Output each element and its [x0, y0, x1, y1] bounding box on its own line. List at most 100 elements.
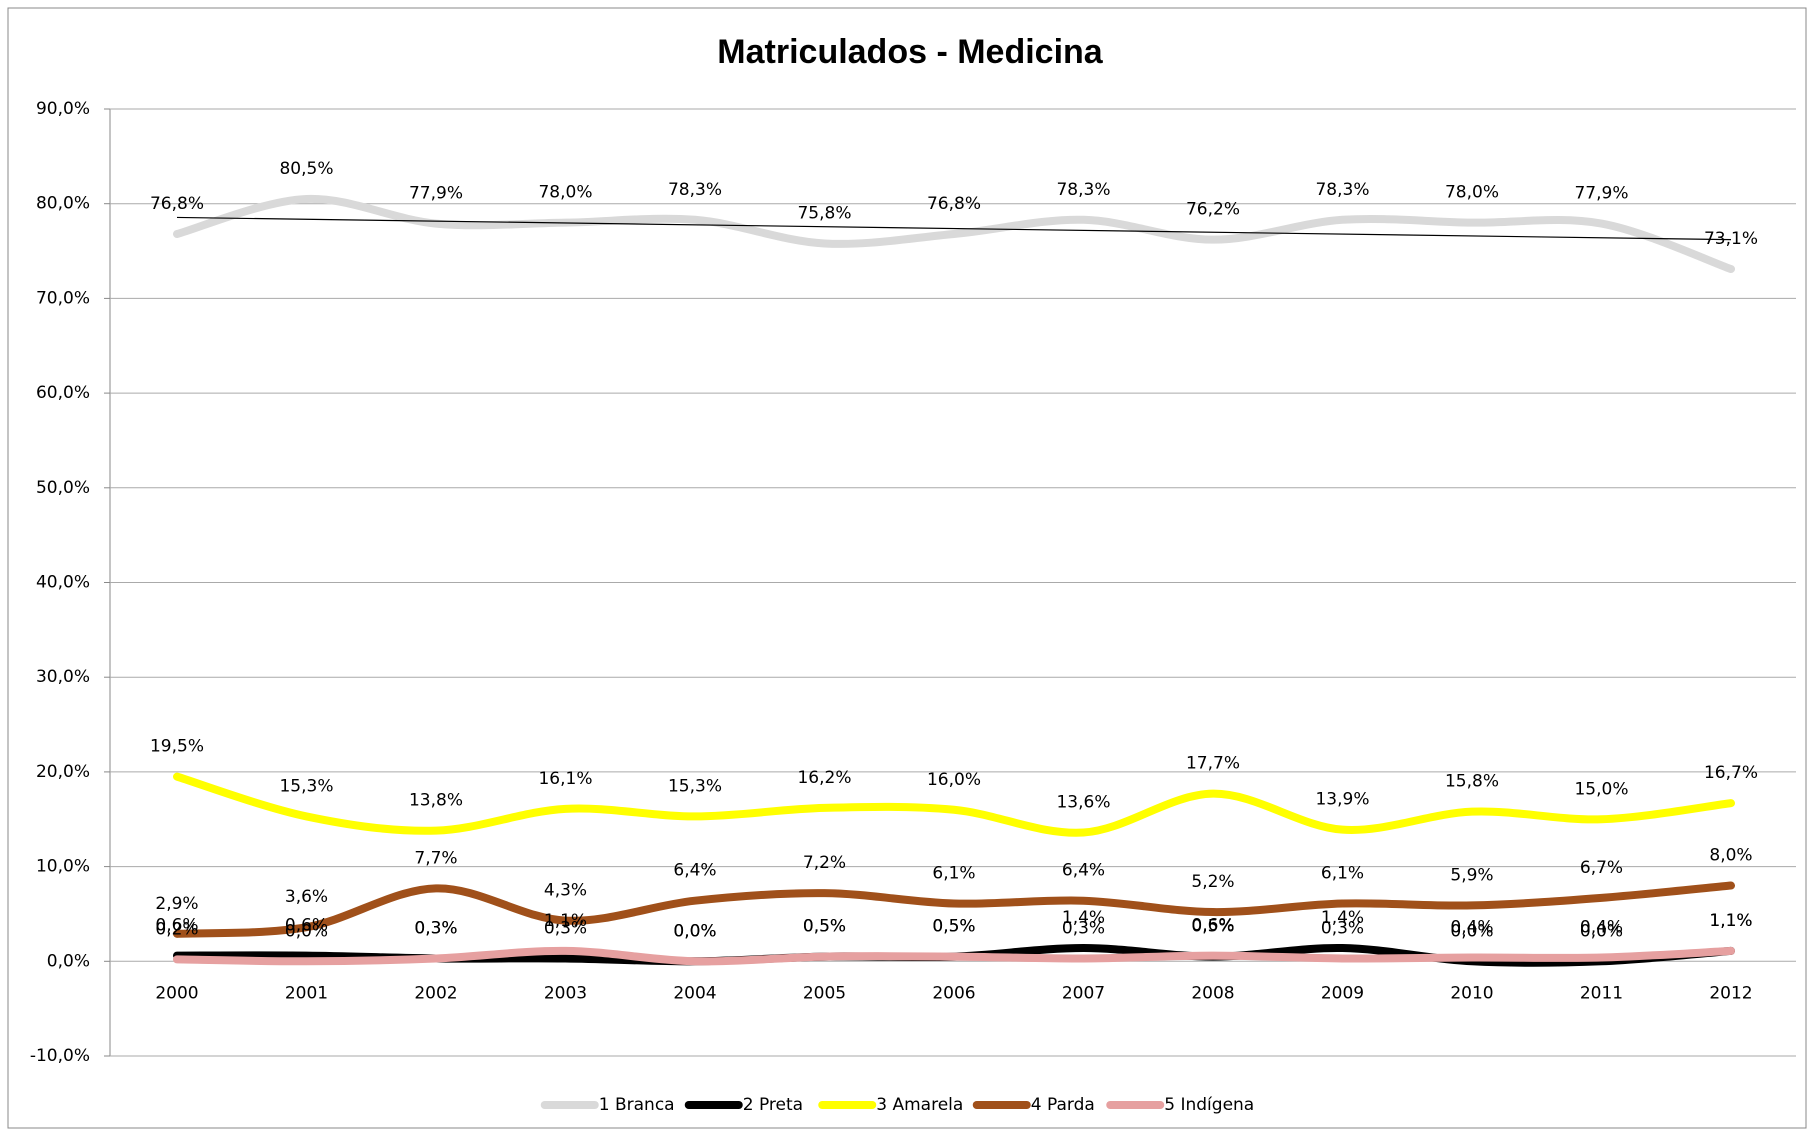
data-label: 19,5%: [150, 737, 204, 757]
data-label: 15,0%: [1574, 779, 1628, 799]
x-tick-label: 2008: [1191, 983, 1234, 1003]
data-label: 13,6%: [1056, 793, 1110, 813]
x-tick-label: 2006: [932, 983, 975, 1003]
data-label: 16,1%: [538, 769, 592, 789]
data-label: 3,6%: [285, 887, 328, 907]
data-label: 0,5%: [932, 917, 975, 937]
data-label: 6,1%: [1321, 864, 1364, 884]
series-line: [173, 772, 1735, 837]
data-label: 78,0%: [538, 183, 592, 203]
x-tick-label: 2010: [1450, 983, 1493, 1003]
data-label: 6,4%: [673, 861, 716, 881]
data-label: 0,0%: [285, 921, 328, 941]
y-tick-label: 10,0%: [36, 857, 90, 877]
y-tick-label: 80,0%: [36, 194, 90, 214]
legend-label: 1 Branca: [599, 1095, 675, 1115]
data-label: 15,3%: [279, 776, 333, 796]
data-label: 0,5%: [803, 917, 846, 937]
data-label: 77,9%: [1574, 184, 1628, 204]
data-label: 16,7%: [1704, 763, 1758, 783]
data-label: 0,5%: [803, 917, 846, 937]
data-label: 7,2%: [803, 853, 846, 873]
data-label: 8,0%: [1709, 846, 1752, 866]
data-label: 0,3%: [544, 918, 587, 938]
data-label: 78,3%: [1315, 180, 1369, 200]
data-label: 16,2%: [797, 768, 851, 788]
x-tick-label: 2011: [1580, 983, 1623, 1003]
data-label: 0,3%: [414, 918, 457, 938]
data-label: 0,4%: [1450, 918, 1493, 938]
data-label: 6,1%: [932, 864, 975, 884]
data-label: 76,8%: [927, 194, 981, 214]
data-label: 75,8%: [797, 203, 851, 223]
data-label: 0,5%: [932, 917, 975, 937]
data-label: 78,0%: [1445, 183, 1499, 203]
data-label: 76,8%: [150, 194, 204, 214]
x-tick-label: 2005: [803, 983, 846, 1003]
data-label: 0,3%: [1321, 918, 1364, 938]
data-label: 6,7%: [1580, 858, 1623, 878]
y-tick-label: -10,0%: [30, 1046, 90, 1066]
data-label: 78,3%: [668, 180, 722, 200]
y-tick-label: 40,0%: [36, 573, 90, 593]
data-label: 2,9%: [155, 894, 198, 914]
data-label: 0,2%: [155, 919, 198, 939]
x-tick-label: 2000: [155, 983, 198, 1003]
y-tick-label: 50,0%: [36, 478, 90, 498]
data-label: 1,4%: [1321, 908, 1364, 928]
y-tick-label: 30,0%: [36, 667, 90, 687]
data-label: 1,4%: [1062, 908, 1105, 928]
trendline: [176, 216, 1732, 241]
data-label: 1,1%: [1709, 911, 1752, 931]
data-label: 0,6%: [1191, 916, 1234, 936]
data-label: 80,5%: [279, 159, 333, 179]
data-label: 0,4%: [1580, 918, 1623, 938]
chart-title: Matriculados - Medicina: [717, 33, 1103, 71]
series-line: [173, 946, 1735, 966]
data-label: 78,3%: [1056, 180, 1110, 200]
legend-label: 2 Preta: [743, 1095, 803, 1115]
x-tick-label: 2002: [414, 983, 457, 1003]
data-label: 0,0%: [673, 921, 716, 941]
data-label: 0,3%: [414, 918, 457, 938]
legend-label: 5 Indígena: [1164, 1095, 1254, 1115]
x-tick-label: 2001: [285, 983, 328, 1003]
y-tick-label: 0,0%: [47, 951, 90, 971]
data-label: 15,8%: [1445, 772, 1499, 792]
data-label: 0,5%: [1191, 917, 1234, 937]
data-label: 17,7%: [1186, 754, 1240, 774]
data-label: 5,2%: [1191, 872, 1234, 892]
series-line: [173, 881, 1735, 938]
data-label: 1,1%: [1709, 911, 1752, 931]
data-label: 0,0%: [673, 921, 716, 941]
x-tick-label: 2009: [1321, 983, 1364, 1003]
data-label: 0,6%: [155, 916, 198, 936]
data-label: 1,1%: [544, 911, 587, 931]
x-tick-label: 2012: [1709, 983, 1752, 1003]
data-label: 7,7%: [414, 848, 457, 868]
data-label: 13,8%: [409, 791, 463, 811]
data-label: 5,9%: [1450, 865, 1493, 885]
y-tick-label: 60,0%: [36, 383, 90, 403]
legend-label: 3 Amarela: [876, 1095, 963, 1115]
chart-border: [7, 7, 1807, 1129]
legend-label: 4 Parda: [1031, 1095, 1095, 1115]
data-label: 0,3%: [1062, 918, 1105, 938]
x-tick-label: 2004: [673, 983, 716, 1003]
data-label: 0,6%: [285, 916, 328, 936]
y-tick-label: 70,0%: [36, 288, 90, 308]
data-label: 6,4%: [1062, 861, 1105, 881]
series-line: [173, 194, 1735, 274]
data-label: 13,9%: [1315, 790, 1369, 810]
x-tick-label: 2003: [544, 983, 587, 1003]
data-label: 4,3%: [544, 881, 587, 901]
y-tick-label: 90,0%: [36, 99, 90, 119]
data-label: 0,0%: [1580, 921, 1623, 941]
data-label: 15,3%: [668, 776, 722, 796]
y-tick-label: 20,0%: [36, 762, 90, 782]
data-label: 16,0%: [927, 770, 981, 790]
data-label: 76,2%: [1186, 200, 1240, 220]
data-label: 77,9%: [409, 184, 463, 204]
